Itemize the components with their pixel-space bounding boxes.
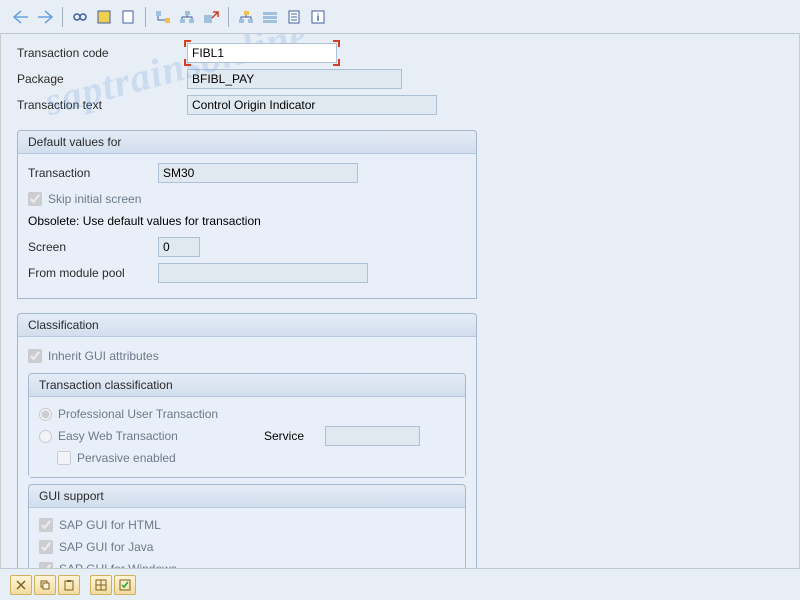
radio-pro-label: Professional User Transaction <box>58 407 218 421</box>
tcode-label: Transaction code <box>17 46 187 60</box>
defaults-group: Default values for Transaction Skip init… <box>17 130 477 299</box>
defaults-title: Default values for <box>18 131 476 154</box>
radio-easy-label: Easy Web Transaction <box>58 429 258 443</box>
package-row: Package <box>17 68 783 90</box>
bottom-toolbar <box>0 568 800 600</box>
pervasive-checkbox <box>57 451 71 465</box>
tcode-input[interactable] <box>187 43 337 63</box>
svg-text:i: i <box>317 13 320 24</box>
classification-title: Classification <box>18 314 476 337</box>
module-pool-input <box>158 263 368 283</box>
main-content: saptrainsonline Transaction code Package… <box>0 34 800 568</box>
trans-class-group: Transaction classification Professional … <box>28 373 466 478</box>
cut-button[interactable] <box>10 575 32 595</box>
info-icon[interactable]: i <box>307 6 329 28</box>
gui-title: GUI support <box>29 485 465 508</box>
text-input <box>187 95 437 115</box>
gui-win-checkbox <box>39 562 53 568</box>
export-icon[interactable] <box>200 6 222 28</box>
text-row: Transaction text <box>17 94 783 116</box>
text-label: Transaction text <box>17 98 187 112</box>
radio-easy <box>39 430 52 443</box>
gui-java-label: SAP GUI for Java <box>59 540 153 554</box>
table-button[interactable] <box>90 575 112 595</box>
gui-html-label: SAP GUI for HTML <box>59 518 161 532</box>
doc-icon[interactable] <box>117 6 139 28</box>
inherit-label: Inherit GUI attributes <box>48 349 159 363</box>
screen-input <box>158 237 200 257</box>
hier-icon-2[interactable] <box>176 6 198 28</box>
app-container: i saptrainsonline Transaction code Packa… <box>0 0 800 600</box>
transaction-input <box>158 163 358 183</box>
back-icon[interactable] <box>10 6 32 28</box>
gui-html-checkbox <box>39 518 53 532</box>
tree-icon-1[interactable] <box>235 6 257 28</box>
ok-button[interactable] <box>114 575 136 595</box>
hier-assign-icon[interactable] <box>152 6 174 28</box>
skip-label: Skip initial screen <box>48 192 141 206</box>
package-input <box>187 69 402 89</box>
tree-icon-3[interactable] <box>283 6 305 28</box>
module-pool-label: From module pool <box>28 266 158 280</box>
toolbar: i <box>0 0 800 34</box>
gui-win-label: SAP GUI for Windows <box>59 562 177 568</box>
paste-button[interactable] <box>58 575 80 595</box>
package-label: Package <box>17 72 187 86</box>
copy-button[interactable] <box>34 575 56 595</box>
radio-professional <box>39 408 52 421</box>
toggle-icon[interactable] <box>93 6 115 28</box>
tcode-row: Transaction code <box>17 42 783 64</box>
service-label: Service <box>264 429 319 443</box>
forward-icon[interactable] <box>34 6 56 28</box>
transaction-label: Transaction <box>28 166 158 180</box>
skip-checkbox <box>28 192 42 206</box>
trans-class-title: Transaction classification <box>29 374 465 397</box>
classification-group: Classification Inherit GUI attributes Tr… <box>17 313 477 568</box>
screen-label: Screen <box>28 240 158 254</box>
pervasive-label: Pervasive enabled <box>77 451 176 465</box>
obsolete-note: Obsolete: Use default values for transac… <box>28 214 261 228</box>
gui-java-checkbox <box>39 540 53 554</box>
service-input <box>325 426 420 446</box>
display-icon[interactable] <box>69 6 91 28</box>
tree-icon-2[interactable] <box>259 6 281 28</box>
gui-support-group: GUI support SAP GUI for HTML SAP GUI for… <box>28 484 466 568</box>
inherit-checkbox <box>28 349 42 363</box>
